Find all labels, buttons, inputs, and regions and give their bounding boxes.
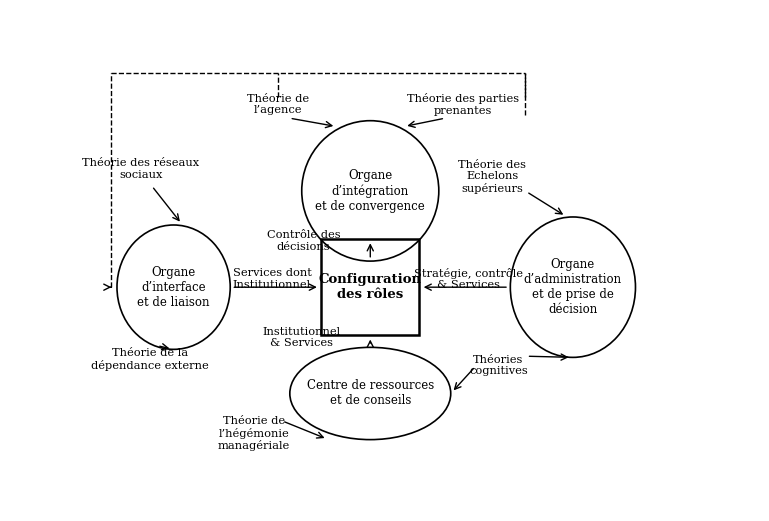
Text: Organe
d’intégration
et de convergence: Organe d’intégration et de convergence xyxy=(315,169,425,213)
Text: Organe
d’interface
et de liaison: Organe d’interface et de liaison xyxy=(138,266,210,308)
Text: Stratégie, contrôle
& Services: Stratégie, contrôle & Services xyxy=(414,268,523,290)
Text: Théorie des
Echelons
supérieurs: Théorie des Echelons supérieurs xyxy=(458,159,527,194)
Text: Théorie de
l’hégémonie
managériale: Théorie de l’hégémonie managériale xyxy=(218,416,290,451)
Text: Théorie de la
dépendance externe: Théorie de la dépendance externe xyxy=(91,348,208,371)
Text: Configuration
des rôles: Configuration des rôles xyxy=(319,273,421,301)
Text: Contrôle des
décisions: Contrôle des décisions xyxy=(267,230,341,252)
Text: Théorie des réseaux
sociaux: Théorie des réseaux sociaux xyxy=(82,158,199,180)
Text: Services dont
Institutionnel: Services dont Institutionnel xyxy=(232,268,311,290)
Text: Centre de ressources
et de conseils: Centre de ressources et de conseils xyxy=(307,379,434,407)
Text: Théorie des parties
prenantes: Théorie des parties prenantes xyxy=(407,93,519,116)
Text: Théories
cognitives: Théories cognitives xyxy=(469,355,528,376)
Text: Organe
d’administration
et de prise de
décision: Organe d’administration et de prise de d… xyxy=(524,258,622,316)
Text: Institutionnel
& Services: Institutionnel & Services xyxy=(262,327,341,348)
Text: Théorie de
l’agence: Théorie de l’agence xyxy=(247,94,309,116)
